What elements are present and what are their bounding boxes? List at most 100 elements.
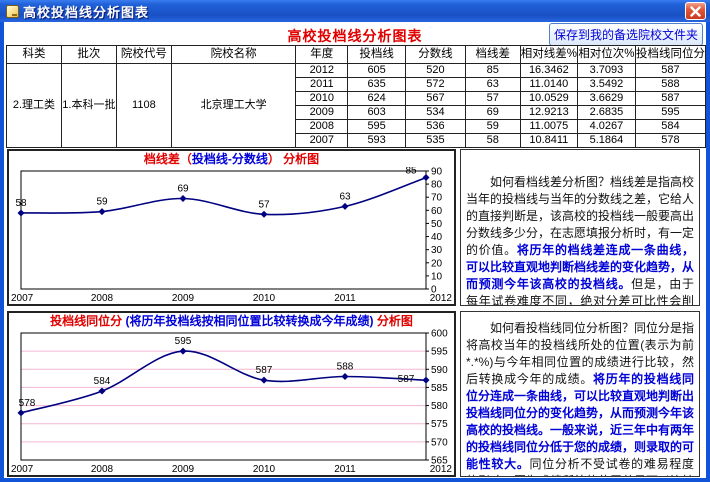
cell-year: 2008	[295, 119, 349, 134]
table-row: 2.理工类 1.本科一批 1108 北京理工大学 2012 605 520 85…	[6, 63, 706, 148]
svg-text:588: 588	[337, 362, 354, 373]
cell-diff: 57	[464, 91, 521, 106]
cell-rel-diff: 11.0140	[519, 77, 578, 92]
svg-text:2010: 2010	[253, 293, 276, 304]
cell-diff: 59	[464, 119, 521, 134]
svg-text:69: 69	[177, 184, 189, 195]
svg-text:0: 0	[431, 285, 437, 296]
cell-score: 572	[405, 77, 466, 92]
cell-rel-diff: 10.0529	[519, 91, 578, 106]
save-to-folder-button[interactable]: 保存到我的备选院校文件夹	[548, 23, 703, 46]
svg-text:2009: 2009	[172, 464, 195, 475]
cell-rel-rank: 4.0267	[576, 119, 636, 134]
svg-text:2012: 2012	[430, 464, 453, 475]
svg-text:2008: 2008	[91, 464, 114, 475]
cell-diff: 85	[464, 63, 521, 78]
cell-rel-diff: 11.0075	[519, 119, 578, 134]
svg-text:50: 50	[431, 219, 443, 230]
cell-rel-diff: 16.3462	[519, 63, 578, 78]
cell-rel-rank: 2.6835	[576, 105, 636, 120]
equiv-line-chart: 565 570 575 580 585 590 595 600 2007 2008 2009 2010…	[9, 329, 454, 475]
svg-text:578: 578	[19, 398, 36, 409]
cell-rel-rank: 3.7093	[576, 63, 636, 78]
table-header-row: 科类 批次 院校代号 院校名称 年度 投档线 分数线 档线差 相对线差% 相对位…	[6, 45, 706, 64]
svg-text:20: 20	[431, 258, 443, 269]
col-header-score: 分数线	[405, 45, 466, 64]
cell-line: 635	[347, 77, 407, 92]
cell-score: 536	[405, 119, 466, 134]
cell-equiv: 595	[634, 105, 706, 120]
cell-line: 593	[347, 133, 407, 148]
cell-score: 567	[405, 91, 466, 106]
svg-text:590: 590	[431, 365, 448, 376]
cell-line: 595	[347, 119, 407, 134]
equiv-explanation-panel: 如何看投档线同位分析图？同位分是指将高校当年的投档线所处的位置(表示为前*.*%…	[460, 311, 700, 477]
svg-text:2008: 2008	[91, 293, 114, 304]
cell-rel-rank: 5.1864	[576, 133, 636, 148]
table-row: 2007 593 535 58 10.8411 5.1864 578	[7, 133, 706, 148]
window-icon	[6, 4, 19, 18]
svg-text:580: 580	[431, 401, 448, 412]
page-title: 高校投档线分析图表	[287, 28, 423, 44]
col-header-rel-diff: 相对线差%	[519, 45, 578, 64]
diff-explanation-panel: 如何看档线差分析图？档线差是指高校当年的投档线与当年的分数线之差，它给人的直接判…	[460, 149, 700, 306]
title-bar[interactable]: 高校投档线分析图表	[0, 0, 710, 22]
cell-rel-diff: 10.8411	[519, 133, 578, 148]
svg-text:575: 575	[431, 419, 448, 430]
cell-line: 624	[347, 91, 407, 106]
cell-code: 1108	[115, 63, 172, 148]
svg-text:2009: 2009	[172, 293, 195, 304]
cell-year: 2010	[295, 91, 349, 106]
cell-year: 2011	[295, 77, 349, 92]
cell-diff: 69	[464, 105, 521, 120]
cell-equiv: 584	[634, 119, 706, 134]
col-header-rel-rank: 相对位次%	[576, 45, 636, 64]
svg-text:2007: 2007	[11, 464, 34, 475]
cell-equiv: 578	[634, 133, 706, 148]
cell-line: 605	[347, 63, 407, 78]
col-header-subject: 科类	[6, 45, 62, 64]
svg-text:80: 80	[431, 180, 443, 191]
cell-rel-diff: 12.9213	[519, 105, 578, 120]
col-header-code: 院校代号	[115, 45, 172, 64]
col-header-line: 投档线	[347, 45, 407, 64]
col-header-year: 年度	[295, 45, 349, 64]
svg-text:587: 587	[256, 365, 273, 376]
cell-score: 534	[405, 105, 466, 120]
cell-equiv: 587	[634, 91, 706, 106]
window-title: 高校投档线分析图表	[23, 4, 150, 20]
diff-chart-title: 档线差（投档线-分数线） 分析图	[143, 152, 320, 166]
cell-year: 2012	[295, 63, 349, 78]
diff-chart-panel: 档线差（投档线-分数线） 分析图 0 10 20 30 40 50 60 70 80 90 2007…	[7, 149, 456, 306]
cell-score: 535	[405, 133, 466, 148]
cell-equiv: 587	[634, 63, 706, 78]
svg-text:57: 57	[258, 199, 270, 210]
cell-batch: 1.本科一批	[60, 63, 117, 148]
table-row: 2009 603 534 69 12.9213 2.6835 595	[7, 105, 706, 120]
svg-text:595: 595	[431, 347, 448, 358]
cell-equiv: 588	[634, 77, 706, 92]
cell-rel-rank: 3.6629	[576, 91, 636, 106]
equiv-chart-title: 投档线同位分 (将历年投档线按相同位置比较转换成今年成绩) 分析图	[50, 314, 413, 328]
svg-text:587: 587	[398, 374, 415, 385]
cell-diff: 63	[464, 77, 521, 92]
svg-text:59: 59	[96, 197, 108, 208]
cell-diff: 58	[464, 133, 521, 148]
cell-subject: 2.理工类	[6, 63, 62, 148]
admission-table: 科类 批次 院校代号 院校名称 年度 投档线 分数线 档线差 相对线差% 相对位…	[6, 45, 706, 148]
svg-text:2012: 2012	[430, 293, 453, 304]
svg-text:63: 63	[339, 191, 351, 202]
svg-text:58: 58	[15, 198, 27, 209]
svg-text:85: 85	[405, 167, 417, 177]
cell-score: 520	[405, 63, 466, 78]
svg-text:2011: 2011	[334, 293, 356, 304]
svg-text:565: 565	[431, 456, 448, 467]
svg-text:2007: 2007	[11, 293, 34, 304]
col-header-batch: 批次	[60, 45, 117, 64]
svg-text:2011: 2011	[334, 464, 356, 475]
cell-rel-rank: 3.5492	[576, 77, 636, 92]
close-button[interactable]	[685, 2, 706, 20]
close-icon	[690, 5, 701, 17]
cell-line: 603	[347, 105, 407, 120]
